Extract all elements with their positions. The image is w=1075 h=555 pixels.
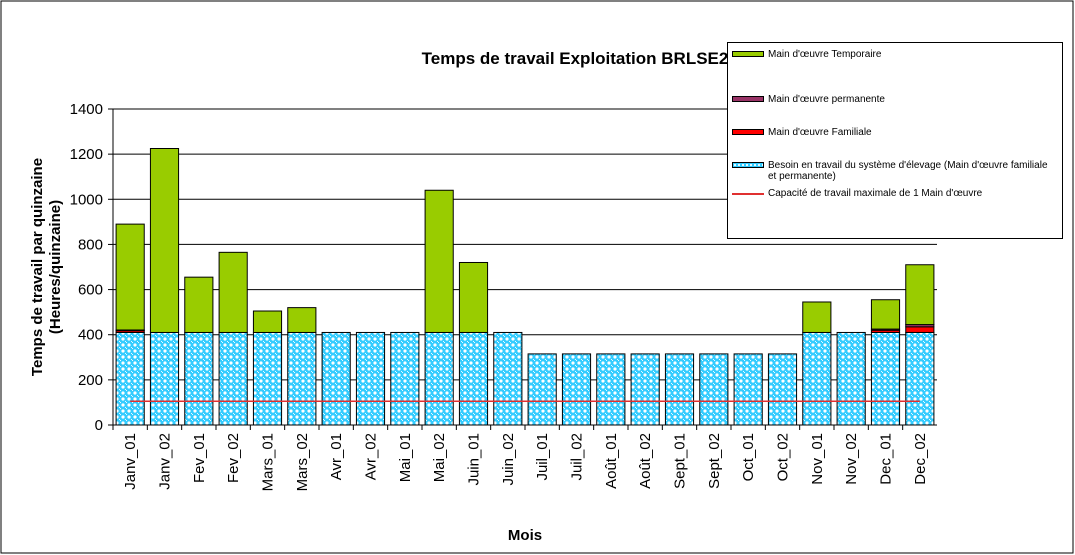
legend-swatch xyxy=(732,162,764,168)
bar-segment xyxy=(527,353,557,426)
x-tick-label: Juil_02 xyxy=(569,433,586,481)
chart-title: Temps de travail Exploitation BRLSE2 xyxy=(422,49,729,68)
bar-segment xyxy=(699,353,729,426)
bar-segment xyxy=(149,331,180,426)
bar-segment xyxy=(596,353,626,426)
x-tick-label: Mars_01 xyxy=(260,433,277,491)
legend: Main d'œuvre Temporaire Main d'œuvre perm… xyxy=(727,42,1063,239)
x-tick-label: Nov_02 xyxy=(843,433,860,485)
x-tick-label: Août_02 xyxy=(637,433,654,489)
bar-segment xyxy=(664,353,695,426)
x-tick-label: Avr_02 xyxy=(363,433,380,480)
bar-segment xyxy=(493,331,523,426)
bar-segment xyxy=(149,148,180,333)
legend-label: Main d'œuvre Temporaire xyxy=(768,49,882,60)
x-tick-label: Juil_01 xyxy=(534,433,551,481)
bar-segment xyxy=(115,331,145,426)
x-tick-label: Mai_02 xyxy=(431,433,448,482)
x-tick-label: Juin_01 xyxy=(466,433,483,486)
x-tick-label: Janv_01 xyxy=(122,433,139,490)
x-tick-label: Fev_02 xyxy=(225,433,242,483)
y-tick-label: 1200 xyxy=(70,146,103,163)
bar-segment xyxy=(184,331,214,426)
legend-item: Main d'œuvre permanente xyxy=(732,94,1058,105)
legend-label: Capacité de travail maximale de 1 Main d… xyxy=(768,188,983,199)
y-axis-title: (Heures/quinzaine) xyxy=(47,200,64,334)
y-tick-label: 800 xyxy=(78,236,103,253)
x-tick-label: Dec_01 xyxy=(878,433,895,485)
x-tick-label: Oct_02 xyxy=(775,433,792,481)
x-tick-label: Dec_02 xyxy=(912,433,929,485)
bar-segment xyxy=(287,331,317,426)
x-tick-label: Avr_01 xyxy=(328,433,345,480)
bar-segment xyxy=(733,353,763,426)
bar-segment xyxy=(905,326,935,333)
legend-label: Main d'œuvre permanente xyxy=(768,94,885,105)
legend-item: Main d'œuvre Temporaire xyxy=(732,49,1058,60)
y-tick-label: 200 xyxy=(78,372,103,389)
x-tick-label: Mai_01 xyxy=(397,433,414,482)
legend-swatch xyxy=(732,129,764,135)
bar-segment xyxy=(355,331,386,426)
y-tick-label: 600 xyxy=(78,282,103,299)
x-tick-label: Mars_02 xyxy=(294,433,311,491)
y-tick-label: 0 xyxy=(95,417,103,434)
bar-segment xyxy=(836,331,866,426)
bar-segment xyxy=(630,353,660,426)
bar-segment xyxy=(802,331,832,426)
bar-segment xyxy=(424,331,454,426)
legend-item: Capacité de travail maximale de 1 Main d… xyxy=(732,188,1058,199)
bar-segment xyxy=(458,331,489,426)
bar-segment xyxy=(870,331,901,426)
bar-segment xyxy=(561,353,592,426)
x-tick-label: Janv_02 xyxy=(157,433,174,490)
bar-segment xyxy=(252,310,283,333)
legend-label: Main d'œuvre Familiale xyxy=(768,127,872,138)
x-tick-label: Fev_01 xyxy=(191,433,208,483)
bar-segment xyxy=(767,353,798,426)
bar-segment xyxy=(458,261,489,333)
bar-segment xyxy=(905,331,935,426)
bar-segment xyxy=(802,301,832,333)
bar-segment xyxy=(218,331,248,426)
bar-segment xyxy=(115,223,145,331)
x-tick-label: Oct_01 xyxy=(740,433,757,481)
bar-segment xyxy=(321,331,351,426)
bar-segment xyxy=(252,331,283,426)
bar-segment xyxy=(218,251,248,333)
bar-segment xyxy=(184,276,214,333)
bar-segment xyxy=(390,331,420,426)
bar-segment xyxy=(870,299,901,330)
bar-segment xyxy=(905,264,935,326)
x-axis-title: Mois xyxy=(508,527,542,544)
x-tick-label: Sept_01 xyxy=(672,433,689,489)
legend-swatch xyxy=(732,193,764,195)
x-tick-label: Nov_01 xyxy=(809,433,826,485)
y-axis-title: Temps de travail par quinzaine xyxy=(29,158,46,376)
legend-item: Main d'œuvre Familiale xyxy=(732,127,1058,138)
y-tick-label: 1000 xyxy=(70,191,103,208)
legend-label: Besoin en travail du système d'élevage (… xyxy=(768,160,1048,182)
x-tick-label: Sept_02 xyxy=(706,433,723,489)
bar-segment xyxy=(287,307,317,333)
legend-item: Besoin en travail du système d'élevage (… xyxy=(732,160,1058,182)
legend-swatch xyxy=(732,96,764,102)
y-tick-label: 1400 xyxy=(70,101,103,118)
y-tick-label: 400 xyxy=(78,327,103,344)
x-tick-label: Juin_02 xyxy=(500,433,517,486)
legend-swatch xyxy=(732,51,764,57)
x-tick-label: Août_01 xyxy=(603,433,620,489)
bar-segment xyxy=(424,189,454,333)
